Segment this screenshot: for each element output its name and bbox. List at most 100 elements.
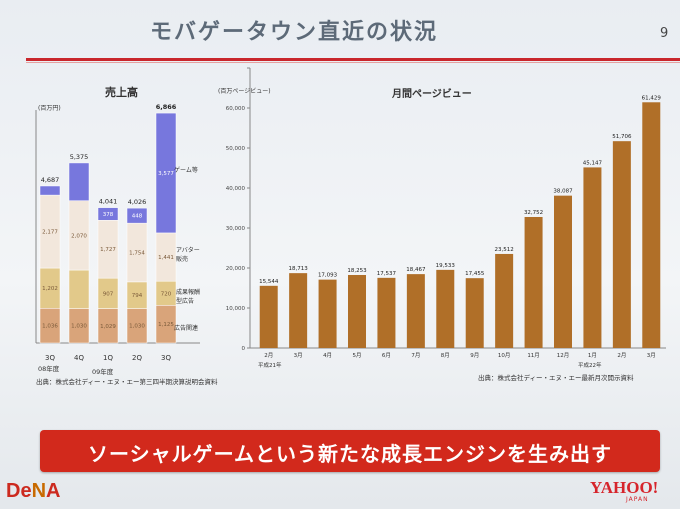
rev-category-label: 3Q [161, 354, 171, 362]
slide-title: モバゲータウン直近の状況 [150, 20, 439, 45]
pv-category-label: 6月 [382, 352, 391, 359]
pv-era-label: 平成22年 [578, 361, 602, 369]
pv-category-label: 1月 [588, 352, 597, 359]
rev-segment-label: 720 [161, 291, 172, 297]
pv-bar [583, 167, 602, 348]
dena-logo-part: N [31, 480, 47, 502]
rev-bar-segment [97, 207, 119, 221]
yahoo-logo: YAHOO! [590, 478, 659, 497]
pv-value-label: 17,537 [377, 271, 397, 277]
pv-bar [436, 269, 455, 348]
pv-value-label: 15,544 [259, 279, 279, 285]
pv-category-label: 2月 [617, 352, 626, 359]
rev-total-label: 4,687 [41, 176, 60, 184]
pv-y-label: (百万ページビュー) [218, 87, 271, 95]
rev-y-label: (百万円) [38, 105, 61, 112]
rev-segment-label: 3,577 [158, 171, 174, 177]
dena-logo-part: De [6, 480, 32, 502]
rev-segment-label: 1,202 [42, 286, 58, 292]
title-rule [26, 58, 680, 61]
rev-group-label: 08年度 [38, 364, 60, 373]
rev-bar-segment [126, 207, 148, 224]
pv-category-label: 3月 [647, 352, 656, 359]
revenue-chart: 売上高 (百万円) 1,036 1,202 2,177 4,687 3Q 1,030 2,070… [35, 85, 218, 386]
pv-value-label: 32,752 [524, 210, 543, 216]
pv-bar [377, 277, 396, 348]
page-number: 9 [660, 26, 669, 41]
rev-segment-label: 1,030 [71, 324, 87, 330]
rev-bar-segment [155, 112, 177, 234]
pv-bar [318, 279, 337, 348]
rev-chart-title: 売上高 [105, 85, 138, 99]
pv-bar [495, 253, 514, 348]
title-rule-thin [26, 62, 680, 63]
rev-segment-label: 907 [103, 291, 114, 297]
rev-category-label: 3Q [45, 354, 55, 362]
rev-legend-ad: 広告関連 [174, 324, 198, 332]
pv-value-label: 18,253 [347, 268, 367, 274]
yahoo-logo-sub: JAPAN [626, 496, 649, 503]
rev-legend-avatar: 販売 [176, 255, 188, 263]
rev-segment-label: 1,029 [100, 324, 116, 330]
pv-era-label: 平成21年 [258, 361, 282, 369]
rev-legend-avatar: アバター [176, 246, 200, 254]
pv-category-label: 12月 [557, 352, 570, 359]
pv-bar [289, 273, 308, 348]
rev-segment-label: 1,441 [158, 255, 174, 261]
pv-category-label: 4月 [323, 352, 332, 359]
pv-value-label: 61,429 [642, 95, 662, 101]
rev-total-label: 5,375 [70, 153, 89, 161]
pv-bar [642, 102, 661, 348]
rev-total-label: 4,041 [99, 198, 118, 206]
rev-bar-segment [68, 162, 90, 201]
chart-area: 売上高 (百万円) 1,036 1,202 2,177 4,687 3Q 1,030 2,070… [35, 67, 666, 386]
pv-value-label: 18,467 [406, 267, 426, 273]
message-banner: ソーシャルゲームという新たな成長エンジンを生み出す [40, 430, 660, 472]
rev-bar-segment [39, 185, 61, 196]
rev-category-label: 4Q [74, 354, 84, 362]
rev-source: 出典：株式会社ディー・エヌ・エー第三四半期決算説明会資料 [36, 377, 218, 386]
rev-segment-label: 2,177 [42, 230, 58, 236]
pv-y-tick-label: 10,000 [226, 306, 246, 312]
pv-source: 出典：株式会社ディー・エヌ・エー最新月次開示資料 [478, 373, 634, 382]
pv-value-label: 38,087 [553, 189, 573, 195]
pv-value-label: 17,455 [465, 271, 485, 277]
rev-segment-label: 1,754 [129, 251, 145, 257]
pv-category-label: 8月 [441, 352, 450, 359]
pv-value-label: 45,147 [583, 160, 603, 166]
rev-category-label: 1Q [103, 354, 113, 362]
pv-bar [259, 285, 278, 348]
pv-bar [554, 195, 572, 348]
rev-segment-label: 2,070 [71, 233, 87, 239]
rev-segment-label: 1,125 [158, 322, 174, 328]
rev-group-label: 09年度 [92, 367, 114, 376]
pv-bar [465, 278, 484, 348]
pageview-chart: (百万ページビュー) 月間ページビュー 0 10,000 20,000 30,000 40,… [218, 67, 666, 382]
pv-category-label: 11月 [527, 352, 540, 359]
pv-category-label: 5月 [353, 352, 362, 359]
pv-value-label: 17,093 [318, 273, 338, 279]
pv-category-label: 2月 [264, 352, 273, 359]
pv-y-tick-label: 30,000 [226, 226, 246, 232]
pv-bar [524, 216, 543, 348]
rev-legend-performance: 型広告 [176, 297, 194, 305]
rev-total-label: 6,866 [156, 103, 177, 111]
rev-segment-label: 378 [103, 212, 114, 218]
rev-category-label: 2Q [132, 354, 142, 362]
rev-segment-label: 1,030 [129, 324, 145, 330]
pv-category-label: 10月 [498, 352, 511, 359]
pv-bar [612, 141, 631, 348]
pv-value-label: 23,512 [495, 247, 514, 253]
pv-bar [406, 274, 425, 348]
rev-legend-performance: 成果報酬 [176, 288, 200, 296]
pv-y-tick-label: 0 [242, 346, 246, 352]
pv-value-label: 51,706 [612, 134, 632, 140]
pv-y-tick-label: 50,000 [226, 146, 246, 152]
pv-y-tick-label: 40,000 [226, 186, 246, 192]
pv-value-label: 18,713 [289, 266, 309, 272]
pv-category-label: 9月 [470, 352, 479, 359]
banner-text: ソーシャルゲームという新たな成長エンジンを生み出す [88, 442, 612, 466]
rev-segment-label: 1,727 [100, 247, 116, 253]
rev-total-label: 4,026 [128, 198, 147, 206]
rev-segment-label: 794 [132, 293, 143, 299]
